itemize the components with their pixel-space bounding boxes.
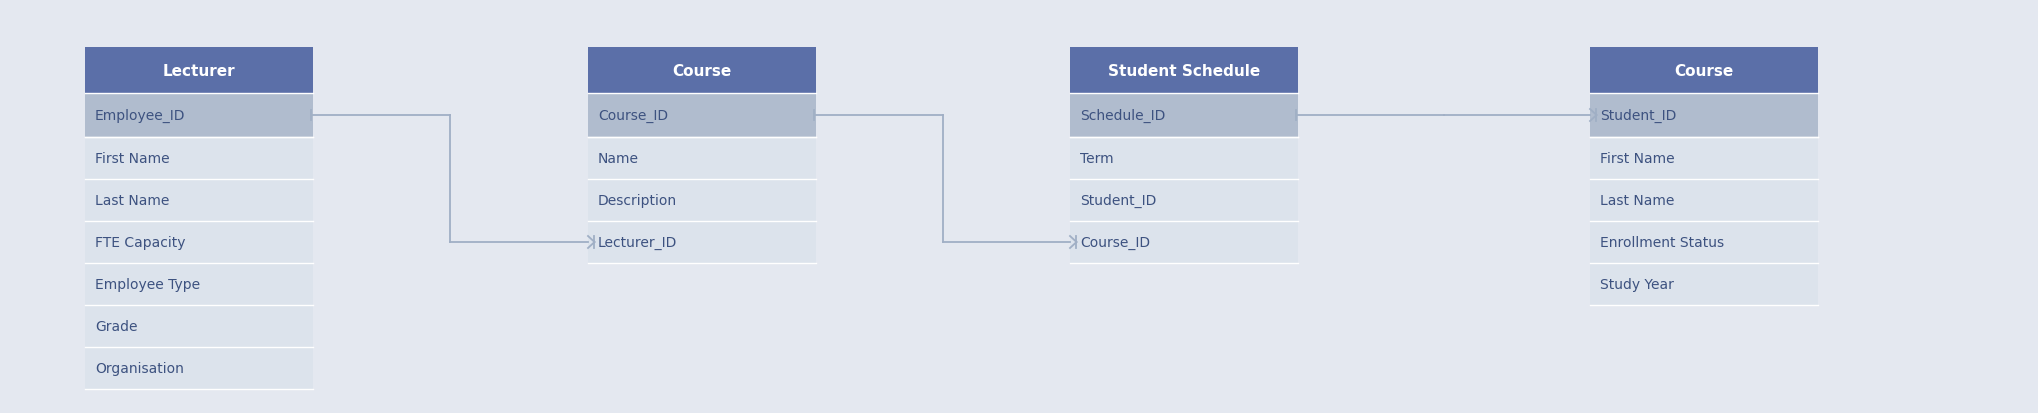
Text: Lecturer: Lecturer bbox=[163, 63, 234, 78]
Bar bbox=[1590, 94, 1818, 138]
Bar bbox=[86, 221, 314, 263]
Text: Employee Type: Employee Type bbox=[96, 277, 200, 291]
Text: Last Name: Last Name bbox=[96, 194, 169, 207]
Text: Student_ID: Student_ID bbox=[1600, 109, 1677, 123]
Bar bbox=[86, 347, 314, 389]
Text: Name: Name bbox=[597, 152, 640, 166]
Text: FTE Capacity: FTE Capacity bbox=[96, 235, 185, 249]
Bar bbox=[86, 138, 314, 180]
Text: Employee_ID: Employee_ID bbox=[96, 109, 185, 123]
Text: Organisation: Organisation bbox=[96, 361, 183, 375]
Bar bbox=[86, 94, 314, 138]
Text: Course: Course bbox=[673, 63, 732, 78]
Text: Student Schedule: Student Schedule bbox=[1109, 63, 1259, 78]
Text: Last Name: Last Name bbox=[1600, 194, 1675, 207]
Bar bbox=[589, 221, 815, 263]
Bar bbox=[86, 263, 314, 305]
Bar bbox=[1590, 263, 1818, 305]
Bar bbox=[1590, 138, 1818, 180]
Text: Enrollment Status: Enrollment Status bbox=[1600, 235, 1724, 249]
Text: First Name: First Name bbox=[1600, 152, 1675, 166]
Bar bbox=[1590, 48, 1818, 94]
Text: First Name: First Name bbox=[96, 152, 169, 166]
Bar bbox=[589, 94, 815, 138]
Text: Course: Course bbox=[1675, 63, 1734, 78]
Bar bbox=[1070, 94, 1298, 138]
Bar bbox=[589, 180, 815, 221]
Bar bbox=[1590, 180, 1818, 221]
Text: Study Year: Study Year bbox=[1600, 277, 1673, 291]
Text: Description: Description bbox=[597, 194, 677, 207]
Bar bbox=[1070, 180, 1298, 221]
Bar bbox=[86, 48, 314, 94]
Text: Schedule_ID: Schedule_ID bbox=[1080, 109, 1166, 123]
Bar bbox=[1590, 221, 1818, 263]
Bar bbox=[589, 138, 815, 180]
Bar bbox=[1070, 138, 1298, 180]
Bar bbox=[589, 48, 815, 94]
Text: Course_ID: Course_ID bbox=[597, 109, 668, 123]
Bar bbox=[86, 180, 314, 221]
Text: Course_ID: Course_ID bbox=[1080, 235, 1149, 249]
Bar bbox=[1070, 48, 1298, 94]
Text: Student_ID: Student_ID bbox=[1080, 193, 1156, 208]
Text: Lecturer_ID: Lecturer_ID bbox=[597, 235, 677, 249]
Text: Term: Term bbox=[1080, 152, 1113, 166]
Text: Grade: Grade bbox=[96, 319, 137, 333]
Bar bbox=[86, 305, 314, 347]
Bar bbox=[1070, 221, 1298, 263]
